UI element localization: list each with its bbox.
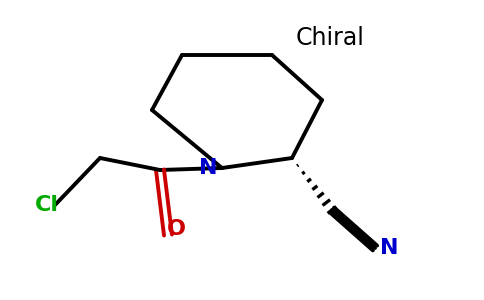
Text: O: O	[166, 219, 185, 239]
Text: N: N	[380, 238, 398, 258]
Text: Chiral: Chiral	[296, 26, 364, 50]
Text: N: N	[199, 158, 217, 178]
Text: Cl: Cl	[35, 195, 59, 215]
